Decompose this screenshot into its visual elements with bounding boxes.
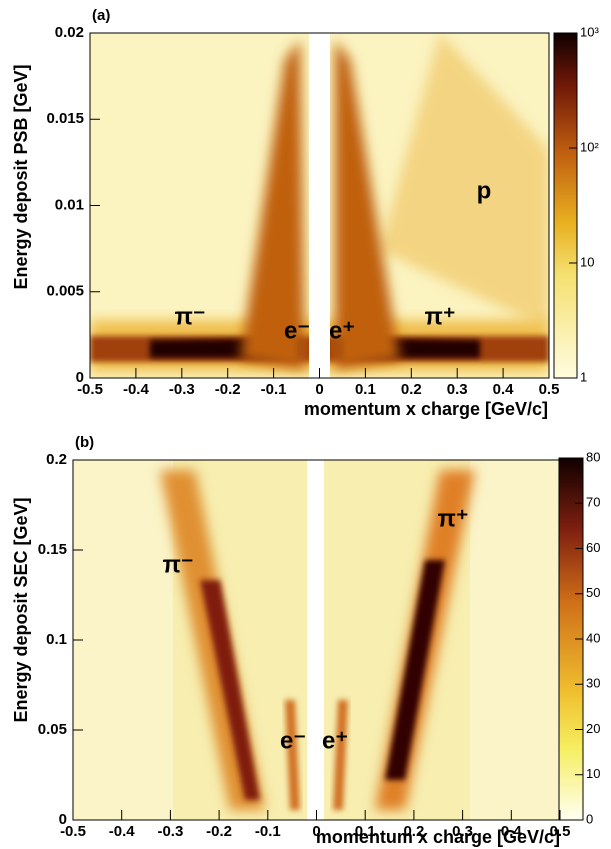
- y-tick-label: 0.02: [55, 24, 84, 41]
- colorbar-tick-label: 10: [580, 254, 594, 269]
- x-tick-label: -0.4: [123, 381, 150, 398]
- y-tick-label: 0.01: [55, 196, 84, 213]
- x-tick-label: -0.5: [60, 823, 86, 840]
- colorbar-tick-label: 40: [586, 630, 600, 645]
- x-tick-label: -0.1: [261, 381, 287, 398]
- y-axis-title: Energy deposit PSB [GeV]: [11, 64, 31, 289]
- density-b: [73, 460, 560, 820]
- annotation: π⁻: [174, 303, 205, 330]
- y-tick-label: 0: [76, 369, 84, 386]
- x-tick-label: 0.1: [355, 381, 376, 398]
- colorbar-tick-label: 80: [586, 449, 600, 464]
- x-tick-label: -0.1: [255, 823, 281, 840]
- y-tick-label: 0.05: [38, 721, 67, 738]
- colorbar-tick-label: 0: [586, 811, 593, 826]
- x-tick-label: 0.2: [401, 381, 422, 398]
- x-tick-label: 0.2: [403, 823, 424, 840]
- colorbar: [553, 32, 578, 379]
- annotation: π⁻: [162, 551, 193, 578]
- colorbar-tick-label: 10²: [580, 139, 599, 154]
- y-tick-label: 0.005: [46, 283, 84, 300]
- colorbar-tick-label: 30: [586, 676, 600, 691]
- annotation: π⁺: [424, 303, 455, 330]
- y-tick-label: 0.015: [46, 110, 84, 127]
- y-tick-label: 0.2: [46, 451, 67, 468]
- x-tick-label: -0.2: [215, 381, 241, 398]
- annotation: π⁺: [437, 505, 468, 532]
- x-tick-label: 0.4: [493, 381, 515, 398]
- x-tick-label: 0.3: [447, 381, 468, 398]
- annotation: e⁻: [280, 727, 306, 754]
- annotation: e⁺: [322, 727, 348, 754]
- annotation: e⁻: [284, 317, 310, 344]
- x-tick-label: -0.4: [109, 823, 136, 840]
- x-tick-label: 0.3: [452, 823, 473, 840]
- x-tick-label: 0.1: [355, 823, 376, 840]
- colorbar-tick-label: 50: [586, 585, 600, 600]
- x-tick-label: -0.3: [169, 381, 195, 398]
- x-tick-label: -0.5: [77, 381, 103, 398]
- colorbar-tick-label: 10: [586, 766, 600, 781]
- x-tick-label: -0.3: [157, 823, 183, 840]
- x-axis-title: momentum x charge [GeV/c]: [316, 827, 560, 847]
- colorbar-tick-label: 70: [586, 495, 600, 510]
- x-tick-label: 0.5: [550, 823, 571, 840]
- y-tick-label: 0.1: [46, 631, 67, 648]
- y-tick-label: 0.15: [38, 541, 67, 558]
- x-tick-label: 0: [312, 823, 320, 840]
- y-axis-title: Energy deposit SEC [GeV]: [11, 497, 31, 722]
- annotation: p: [477, 177, 492, 204]
- annotation: e⁺: [329, 317, 355, 344]
- x-tick-label: 0: [315, 381, 323, 398]
- colorbar-tick-label: 60: [586, 540, 600, 555]
- colorbar-tick-label: 20: [586, 721, 600, 736]
- panel-label: (a): [92, 7, 110, 24]
- panel-label: (b): [75, 434, 94, 451]
- colorbar-tick-label: 10³: [580, 24, 599, 39]
- x-tick-label: 0.4: [501, 823, 523, 840]
- y-tick-label: 0: [59, 811, 67, 828]
- density-a: [90, 33, 549, 378]
- colorbar-tick-label: 1: [580, 369, 587, 384]
- x-axis-title: momentum x charge [GeV/c]: [304, 399, 548, 419]
- x-tick-label: -0.2: [206, 823, 232, 840]
- x-tick-label: 0.5: [539, 381, 560, 398]
